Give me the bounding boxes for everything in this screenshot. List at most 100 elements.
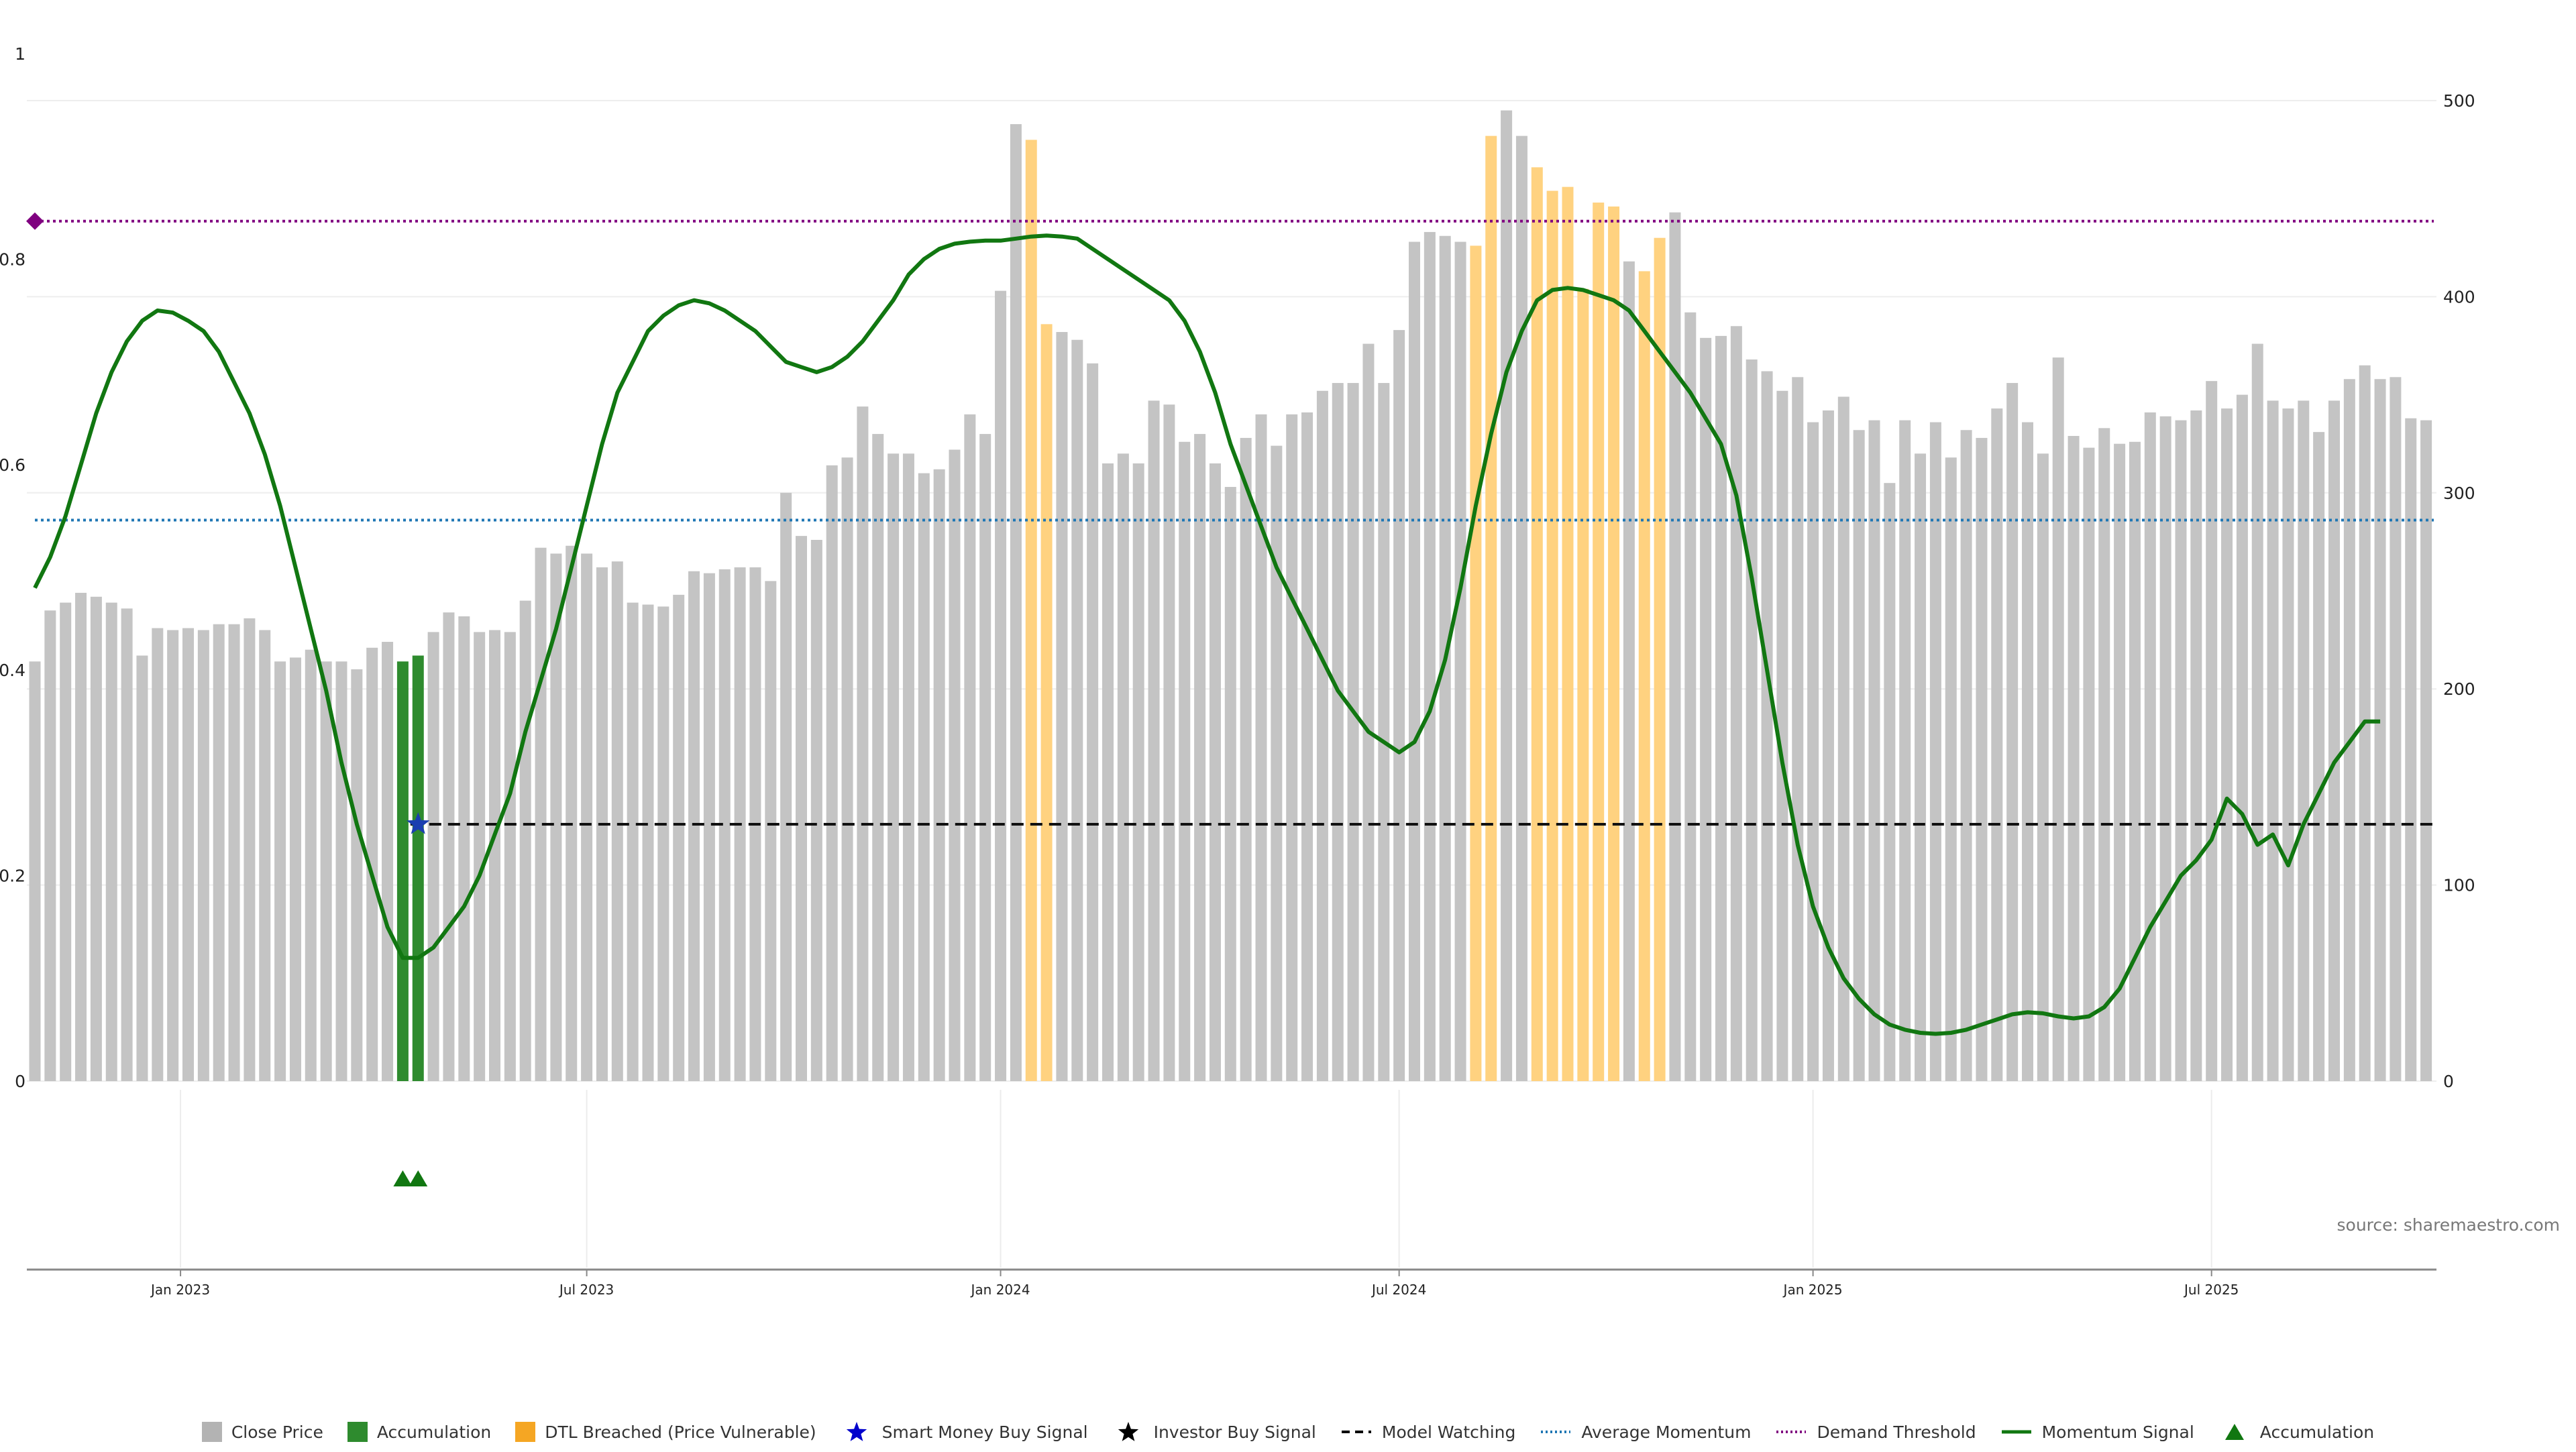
close-price-bar xyxy=(2022,422,2033,1081)
close-price-bar xyxy=(2221,408,2233,1081)
x-axis-tick-label: Jan 2024 xyxy=(970,1282,1030,1298)
close-price-bar xyxy=(1010,124,1022,1081)
legend-triangle-icon xyxy=(2224,1424,2244,1440)
close-price-bar xyxy=(1194,434,1206,1081)
close-price-bar xyxy=(1424,231,1436,1082)
close-price-bar xyxy=(535,547,547,1081)
close-price-bar xyxy=(1623,261,1635,1081)
close-price-bar xyxy=(60,602,72,1081)
close-price-bar xyxy=(2052,357,2064,1082)
close-price-bar xyxy=(474,632,486,1081)
close-price-bar xyxy=(1960,430,1972,1081)
close-price-bar xyxy=(1087,363,1099,1082)
close-price-bar xyxy=(136,655,148,1081)
close-price-bar xyxy=(1056,332,1068,1082)
legend-label: Model Watching xyxy=(1381,1422,1516,1442)
close-price-bar xyxy=(2405,418,2417,1081)
dtl-breached-bar xyxy=(1546,190,1558,1081)
close-price-bar xyxy=(1991,408,2003,1081)
close-price-bar xyxy=(1884,483,1896,1081)
close-price-bar xyxy=(933,469,945,1081)
close-price-bar xyxy=(289,657,301,1081)
source-label: source: sharemaestro.com xyxy=(2337,1215,2561,1235)
close-price-bar xyxy=(2190,410,2202,1081)
close-price-bar xyxy=(320,661,332,1081)
close-price-bar xyxy=(1669,212,1681,1082)
close-price-bar xyxy=(105,602,117,1081)
right-axis-tick: 0 xyxy=(2443,1072,2454,1091)
left-axis-tick: 0.4 xyxy=(0,661,25,680)
close-price-bar xyxy=(2251,343,2263,1082)
axes: 0 0.2 0.4 0.6 0.8 1 0 100 200 300 400 500 Jan 2023 Ju… xyxy=(0,44,2475,1298)
close-price-bar xyxy=(902,453,914,1081)
close-price-bar xyxy=(121,608,133,1081)
close-price-bar xyxy=(1837,396,1849,1081)
close-price-bar xyxy=(44,610,56,1081)
close-price-bar xyxy=(382,642,394,1081)
legend-line-icon xyxy=(1341,1431,1371,1433)
close-price-bar xyxy=(2159,416,2171,1081)
x-axis-tick-label: Jul 2025 xyxy=(2183,1282,2239,1298)
close-price-bar xyxy=(182,628,194,1081)
smart-money-buy-signal-star xyxy=(407,812,430,834)
close-price-bar xyxy=(1684,312,1697,1081)
close-price-bar xyxy=(90,596,102,1081)
close-price-bar xyxy=(2282,408,2294,1081)
close-price-bars xyxy=(29,110,2432,1082)
accumulation-bar xyxy=(396,661,409,1081)
right-axis-tick: 500 xyxy=(2443,91,2475,111)
close-price-bar xyxy=(2328,400,2340,1081)
close-price-bar xyxy=(1316,390,1328,1082)
x-axis-tick-label: Jan 2025 xyxy=(1782,1282,1843,1298)
close-price-bar xyxy=(841,457,853,1081)
close-price-bar xyxy=(1454,241,1466,1081)
close-price-bar xyxy=(642,604,654,1081)
x-axis-tick-label: Jul 2023 xyxy=(558,1282,614,1298)
right-axis-tick: 100 xyxy=(2443,876,2475,895)
right-axis-tick: 200 xyxy=(2443,679,2475,699)
close-price-bar xyxy=(75,592,87,1081)
accumulation-bar xyxy=(412,655,424,1081)
close-price-bar xyxy=(1271,445,1283,1081)
close-price-bar xyxy=(566,545,578,1081)
dtl-breached-bar xyxy=(1608,206,1620,1081)
legend-item: Momentum Signal xyxy=(2000,1420,2194,1443)
legend-item: Accumulation xyxy=(347,1422,491,1442)
close-price-bar xyxy=(1102,463,1114,1081)
close-price-bar xyxy=(810,539,822,1081)
close-price-bar xyxy=(627,602,639,1081)
legend-item: Demand Threshold xyxy=(1775,1420,1976,1443)
close-price-bar xyxy=(688,571,700,1081)
legend-square-icon xyxy=(347,1422,368,1442)
close-price-bar xyxy=(2037,453,2049,1081)
close-price-bar xyxy=(458,616,470,1081)
close-price-bar xyxy=(2298,400,2310,1081)
close-price-bar xyxy=(2129,441,2141,1081)
close-price-bar xyxy=(351,669,363,1081)
close-price-bar xyxy=(443,612,455,1081)
legend-star-icon xyxy=(846,1422,867,1441)
close-price-bar xyxy=(1761,371,1773,1082)
close-price-bar xyxy=(1148,400,1160,1081)
close-price-bar xyxy=(2206,381,2218,1081)
legend-item: Smart Money Buy Signal xyxy=(841,1420,1088,1443)
demand-threshold-marker xyxy=(26,212,44,230)
close-price-bar xyxy=(274,661,286,1081)
legend: Close Price Accumulation DTL Breached (Pri… xyxy=(0,1412,2576,1452)
close-price-bar xyxy=(1929,422,1941,1081)
legend-label: DTL Breached (Price Vulnerable) xyxy=(545,1422,816,1442)
close-price-bar xyxy=(1515,135,1527,1082)
dtl-breached-bar xyxy=(1577,288,1589,1082)
close-price-bar xyxy=(949,449,961,1081)
close-price-bar xyxy=(826,465,838,1081)
legend-label: Accumulation xyxy=(2259,1422,2375,1442)
close-price-bar xyxy=(1071,339,1083,1081)
left-axis-tick: 0 xyxy=(15,1072,25,1091)
close-price-bar xyxy=(550,553,562,1081)
close-price-bar xyxy=(581,553,593,1081)
close-price-bar xyxy=(765,581,777,1081)
x-axis-tick-label: Jan 2023 xyxy=(150,1282,210,1298)
close-price-bar xyxy=(1301,412,1313,1081)
close-price-bar xyxy=(1730,326,1742,1081)
